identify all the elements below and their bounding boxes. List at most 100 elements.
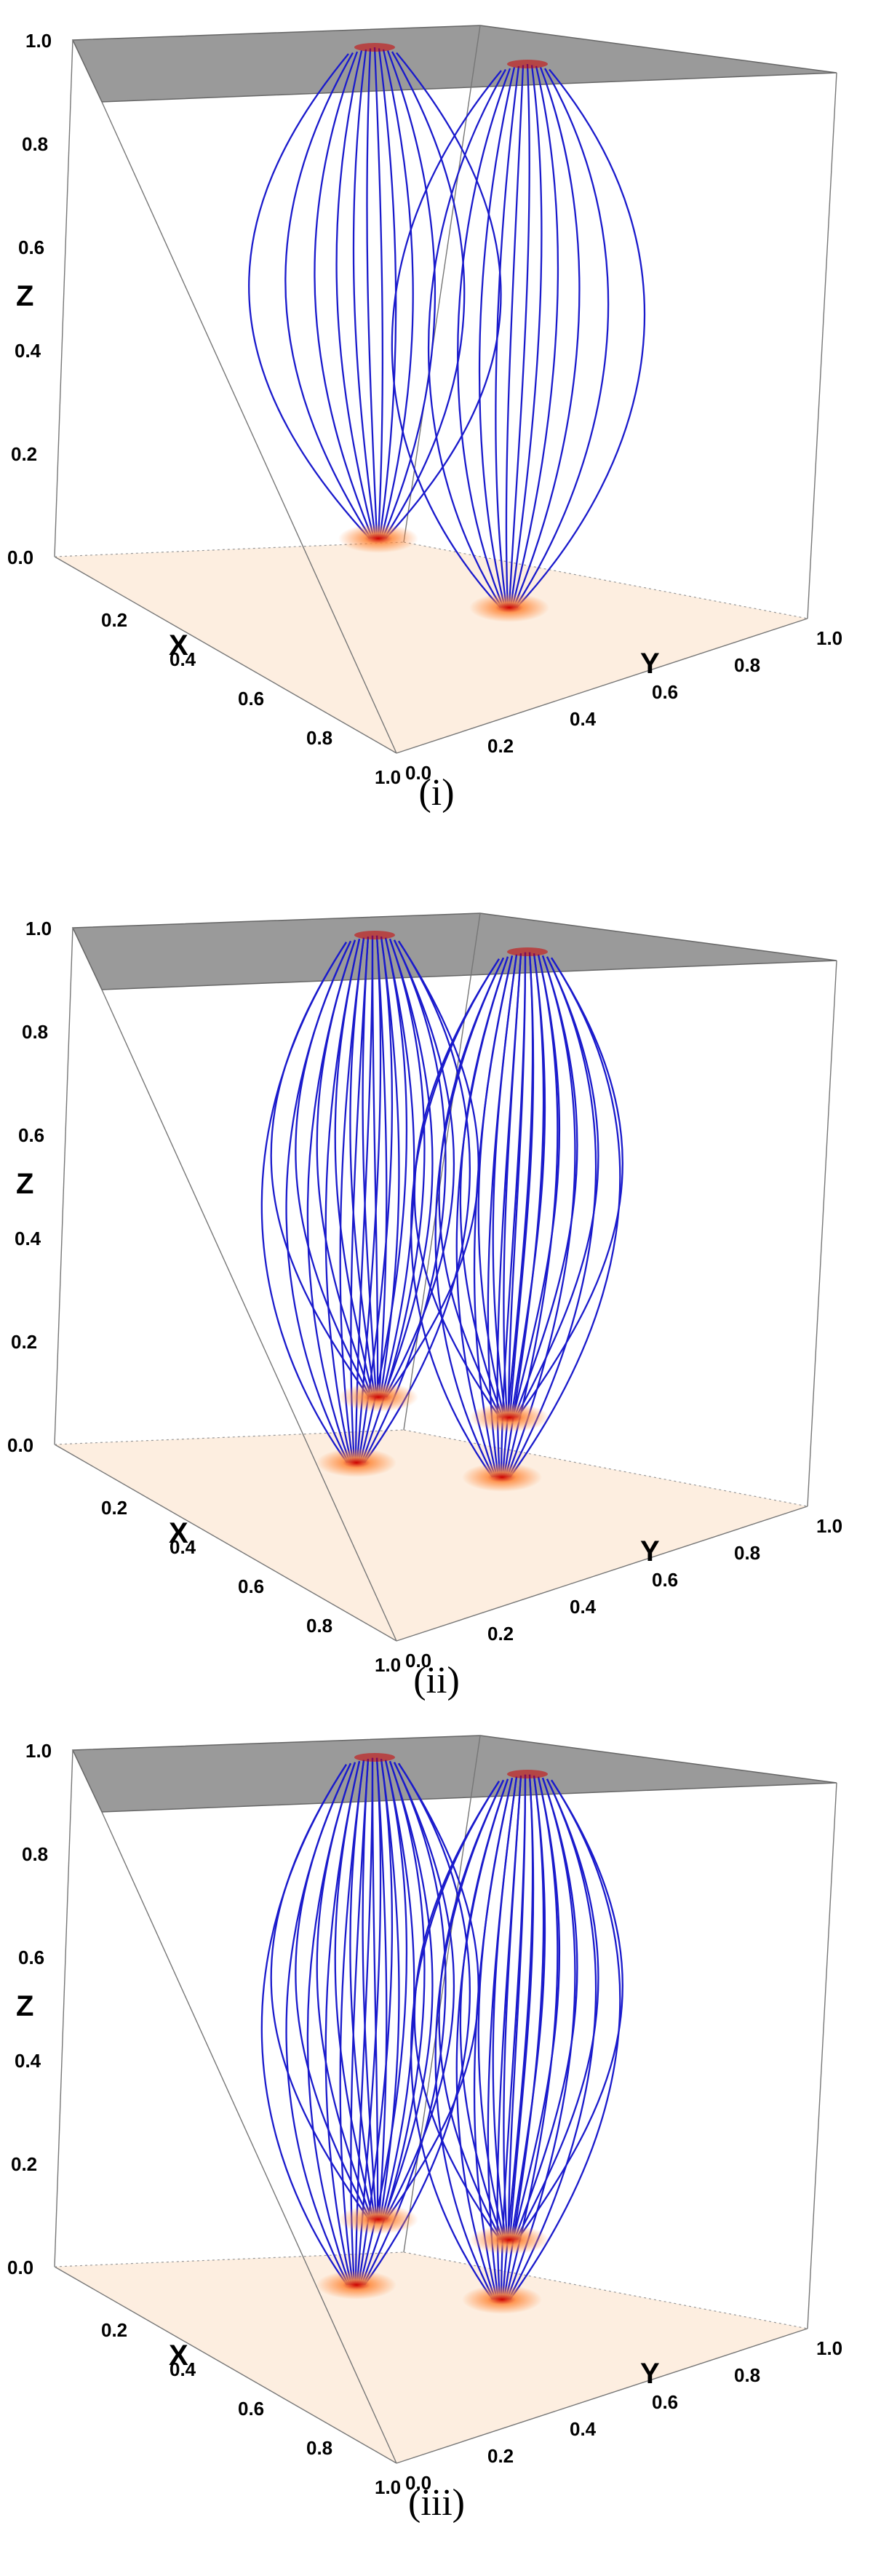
y-tick-label: 0.8 <box>734 1542 760 1564</box>
y-tick-label: 0.8 <box>734 2364 760 2386</box>
field-line <box>516 68 646 608</box>
footpoint-top <box>507 60 548 68</box>
x-tick-label: 0.8 <box>306 1615 332 1637</box>
field-line <box>371 935 379 1398</box>
field-line <box>381 50 436 539</box>
field-line <box>434 1779 505 2300</box>
field-line <box>366 48 378 539</box>
y-tick-label: 0.0 <box>405 1650 431 1671</box>
field-line <box>511 65 559 608</box>
edge-back-bottom-left <box>54 1429 404 1445</box>
z-tick-label: 0.2 <box>11 2153 37 2175</box>
field-line <box>427 68 506 608</box>
field-line <box>413 1781 501 2241</box>
top-plane <box>71 25 837 103</box>
field-lines <box>260 1757 623 2300</box>
y-tick-label: 0.4 <box>570 708 597 730</box>
panel-2: 0.0 0.2 0.4 0.6 0.8 1.0 Z 0.2 0.4 0.6 0.8 1.0 X 0.0 0.… <box>0 888 873 1746</box>
edge-left <box>54 1749 73 2267</box>
z-tick-label: 0.6 <box>18 1947 44 1968</box>
y-axis-title: Y <box>640 1535 660 1567</box>
field-line <box>385 52 502 539</box>
field-line <box>508 63 530 608</box>
y-tick-label: 0.2 <box>487 1623 514 1645</box>
field-lines <box>260 935 623 1478</box>
field-line <box>383 51 466 539</box>
z-axis-ticks: 0.0 0.2 0.4 0.6 0.8 1.0 <box>7 1740 52 2278</box>
z-tick-label: 0.6 <box>18 236 44 258</box>
z-tick-label: 0.4 <box>15 1228 41 1249</box>
y-tick-label: 0.2 <box>487 2445 514 2467</box>
z-axis-ticks: 0.0 0.2 0.4 0.6 0.8 1.0 <box>7 30 52 568</box>
panel-3-caption: (iii) <box>408 2482 465 2524</box>
field-line <box>478 67 516 608</box>
edge-front <box>101 1811 397 2464</box>
y-tick-label: 1.0 <box>816 627 842 649</box>
field-line <box>459 1778 509 2241</box>
x-tick-label: 0.6 <box>238 688 264 709</box>
field-line <box>285 1762 352 2286</box>
z-tick-label: 0.6 <box>18 1124 44 1146</box>
field-line <box>457 68 511 608</box>
field-line <box>410 958 500 1478</box>
edge-y-axis <box>396 1506 808 1642</box>
z-axis-ticks: 0.0 0.2 0.4 0.6 0.8 1.0 <box>7 918 52 1456</box>
x-tick-label: 1.0 <box>375 766 401 788</box>
field-line <box>260 942 348 1463</box>
field-line <box>248 53 370 539</box>
field-line <box>380 49 414 539</box>
x-tick-label: 1.0 <box>375 2476 401 2498</box>
edge-x-axis <box>54 1444 397 1642</box>
field-line <box>314 51 374 539</box>
z-axis-title: Z <box>16 280 33 312</box>
field-line <box>285 940 352 1463</box>
x-tick-label: 0.2 <box>101 1497 127 1519</box>
field-line <box>514 68 610 608</box>
bottom-plane <box>55 542 808 753</box>
edge-back <box>403 913 481 1431</box>
panel-2-plot: 0.00.20.40.60.81.0Z0.20.40.60.81.0X0.00.… <box>7 913 842 1676</box>
edge-back-bottom-right <box>403 541 808 619</box>
field-line <box>383 939 455 1398</box>
y-tick-label: 0.0 <box>405 762 431 784</box>
top-plane <box>71 1735 837 1813</box>
field-line <box>509 957 621 1478</box>
top-plane <box>71 913 837 990</box>
z-tick-label: 1.0 <box>25 30 52 52</box>
z-tick-label: 0.0 <box>7 1434 33 1456</box>
x-tick-label: 0.4 <box>170 1536 196 1558</box>
footpoint-bottom <box>338 524 418 553</box>
footpoint-top <box>354 1753 395 1762</box>
field-line <box>505 65 525 608</box>
field-line <box>362 937 378 1398</box>
edge-back-bottom-right <box>403 2251 808 2329</box>
edge-front <box>101 101 397 754</box>
x-axis-title: X <box>169 1517 188 1549</box>
edge-x-axis <box>54 2266 397 2464</box>
x-tick-label: 0.6 <box>238 2398 264 2420</box>
edge-left <box>54 927 73 1445</box>
footpoint-top <box>354 931 395 939</box>
field-line <box>352 49 377 539</box>
footpoint-top <box>354 43 395 52</box>
edge-right <box>807 1782 837 2329</box>
field-line <box>382 938 434 1398</box>
z-tick-label: 0.4 <box>15 2050 41 2072</box>
z-tick-label: 0.2 <box>11 1331 37 1353</box>
field-line <box>511 1776 561 2241</box>
edge-right <box>807 72 837 619</box>
footpoint-top <box>507 1770 548 1778</box>
y-axis-ticks: 0.0 0.2 0.4 0.6 0.8 1.0 <box>405 627 842 784</box>
x-axis-ticks: 0.2 0.4 0.6 0.8 1.0 <box>101 2319 401 2498</box>
edge-back <box>403 1735 481 2253</box>
panel-1-plot: 0.00.20.40.60.81.0Z0.20.40.60.81.0X0.00.… <box>7 25 842 788</box>
z-tick-label: 0.0 <box>7 2257 33 2278</box>
edge-back-bottom-left <box>54 2251 404 2267</box>
z-tick-label: 1.0 <box>25 918 52 939</box>
field-line <box>375 1757 388 2220</box>
z-tick-label: 0.0 <box>7 546 33 568</box>
field-line <box>459 956 509 1418</box>
x-tick-label: 0.2 <box>101 2319 127 2341</box>
field-line <box>434 957 505 1478</box>
field-lines <box>248 47 646 608</box>
